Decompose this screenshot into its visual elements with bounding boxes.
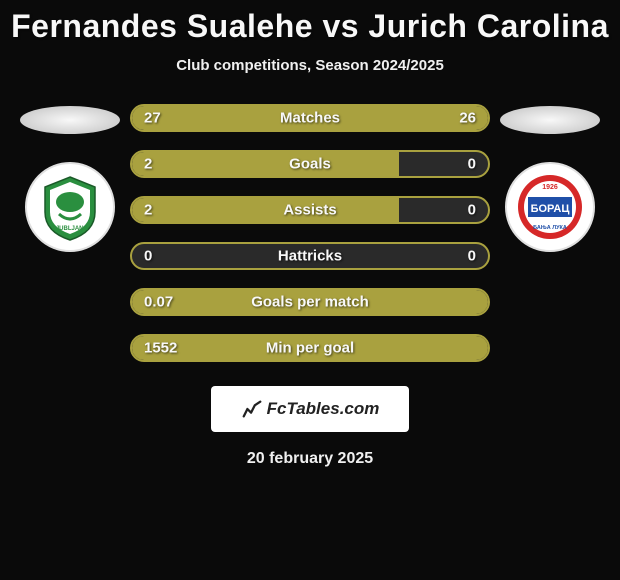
right-player-column: БОРАЦ 1926 БАЊА ЛУКА — [490, 104, 610, 252]
page-title: Fernandes Sualehe vs Jurich Carolina — [0, 0, 620, 45]
svg-text:БАЊА ЛУКА: БАЊА ЛУКА — [533, 225, 567, 231]
subtitle: Club competitions, Season 2024/2025 — [0, 57, 620, 74]
svg-text:LJUBLJANA: LJUBLJANA — [52, 226, 88, 232]
left-player-column: LJUBLJANA — [10, 104, 130, 252]
stat-bar-assists: 2 Assists 0 — [130, 196, 490, 224]
stat-value-right: 0 — [468, 248, 476, 265]
svg-text:1926: 1926 — [542, 184, 558, 191]
stat-fill-left — [132, 198, 399, 222]
stat-value-left: 1552 — [144, 340, 177, 357]
comparison-area: LJUBLJANA 27 Matches 26 2 Goals 0 2 Assists 0 0 Ha… — [0, 104, 620, 362]
chart-icon — [241, 398, 263, 420]
stat-value-left: 27 — [144, 110, 161, 127]
stat-value-right: 0 — [468, 202, 476, 219]
stat-label: Goals per match — [251, 294, 369, 311]
stat-value-left: 0.07 — [144, 294, 173, 311]
fctables-logo[interactable]: FcTables.com — [211, 386, 409, 432]
stat-bar-hattricks: 0 Hattricks 0 — [130, 242, 490, 270]
stat-bar-goals: 2 Goals 0 — [130, 150, 490, 178]
stat-bar-min-per-goal: 1552 Min per goal — [130, 334, 490, 362]
stat-label: Min per goal — [266, 340, 354, 357]
stat-value-left: 2 — [144, 202, 152, 219]
right-club-badge: БОРАЦ 1926 БАЊА ЛУКА — [505, 162, 595, 252]
stat-value-left: 0 — [144, 248, 152, 265]
stat-value-right: 26 — [459, 110, 476, 127]
logo-text: FcTables.com — [267, 399, 380, 419]
stat-value-left: 2 — [144, 156, 152, 173]
stat-fill-left — [132, 152, 399, 176]
stat-bar-goals-per-match: 0.07 Goals per match — [130, 288, 490, 316]
olimpija-logo-icon: LJUBLJANA — [35, 172, 105, 242]
stat-label: Matches — [280, 110, 340, 127]
left-player-disc — [20, 106, 120, 134]
left-club-badge: LJUBLJANA — [25, 162, 115, 252]
stat-label: Assists — [283, 202, 336, 219]
svg-text:БОРАЦ: БОРАЦ — [531, 203, 570, 215]
stats-bars: 27 Matches 26 2 Goals 0 2 Assists 0 0 Hattricks 0 0.… — [130, 104, 490, 362]
right-player-disc — [500, 106, 600, 134]
stat-value-right: 0 — [468, 156, 476, 173]
stat-label: Goals — [289, 156, 331, 173]
borac-logo-icon: БОРАЦ 1926 БАЊА ЛУКА — [515, 172, 585, 242]
stat-bar-matches: 27 Matches 26 — [130, 104, 490, 132]
date-label: 20 february 2025 — [0, 450, 620, 468]
stat-label: Hattricks — [278, 248, 342, 265]
